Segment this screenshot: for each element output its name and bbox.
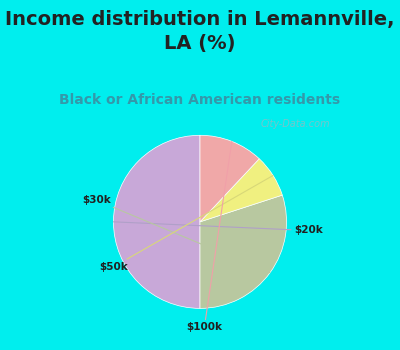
Text: $100k: $100k <box>186 141 232 332</box>
Wedge shape <box>200 135 259 222</box>
Text: $30k: $30k <box>82 195 270 273</box>
Text: $20k: $20k <box>114 222 322 236</box>
Text: Black or African American residents: Black or African American residents <box>60 93 340 107</box>
Text: Income distribution in Lemannville,
LA (%): Income distribution in Lemannville, LA (… <box>5 10 395 53</box>
Text: $50k: $50k <box>99 175 273 272</box>
Wedge shape <box>200 159 282 222</box>
Wedge shape <box>200 195 286 308</box>
Text: City-Data.com: City-Data.com <box>260 119 330 129</box>
Wedge shape <box>114 135 200 308</box>
